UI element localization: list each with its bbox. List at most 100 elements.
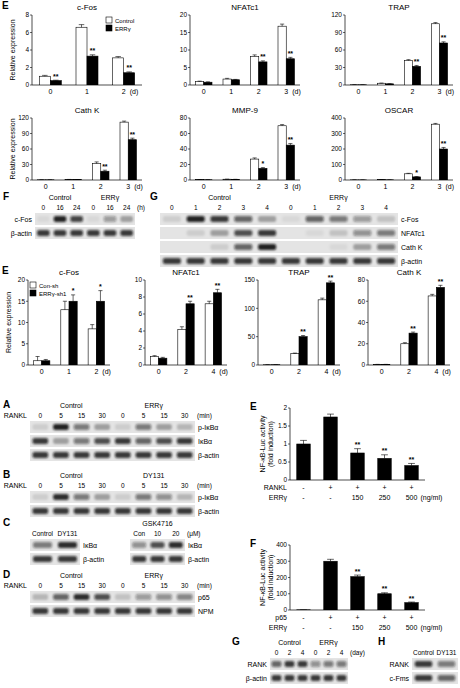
- error-bar: [381, 592, 388, 594]
- y-tick-label: 30: [335, 64, 343, 71]
- bar: [291, 354, 299, 365]
- group-label: DY131: [143, 472, 165, 479]
- band: [311, 675, 321, 681]
- bar: [350, 84, 358, 85]
- group-label: ERRγ: [101, 194, 120, 202]
- chart: 00.511.52NF-κB-Luc activity(fold inducti…: [250, 401, 442, 502]
- bar: [382, 364, 390, 365]
- y-tick-label: 8: [138, 293, 142, 300]
- band: [120, 230, 133, 236]
- lane-label: 4: [384, 204, 388, 211]
- blot: BControlDY131051530051530RANKL(min)p-IκB…: [3, 469, 219, 517]
- band: [353, 258, 371, 264]
- band: [329, 216, 347, 222]
- error-bar: [90, 325, 94, 329]
- row-label: p65: [198, 594, 210, 602]
- bar: [405, 466, 419, 480]
- y-tick: [343, 118, 345, 119]
- error-bar: [288, 57, 292, 58]
- error-bar: [352, 179, 356, 180]
- band: [353, 216, 371, 222]
- y-tick: [30, 149, 32, 150]
- y-tick: [366, 301, 368, 302]
- y-tick: [343, 164, 345, 165]
- band: [415, 661, 432, 667]
- x-tick-label: 4: [324, 368, 328, 375]
- error-bar: [274, 364, 278, 365]
- lane-label: 5: [59, 482, 63, 489]
- y-tick-label: 5: [183, 64, 187, 71]
- y-tick-label: 1: [283, 440, 287, 447]
- y-tick-label: 0: [183, 81, 187, 88]
- y-tick: [343, 67, 345, 68]
- error-bar: [261, 167, 265, 169]
- bar: [359, 84, 367, 85]
- bar: [205, 304, 213, 365]
- x-tick-label: 0: [44, 183, 48, 190]
- error-bar: [198, 81, 202, 82]
- band: [311, 661, 321, 667]
- blot-strip: [35, 227, 135, 239]
- lane-title: RANKL: [4, 582, 27, 589]
- band: [136, 608, 152, 614]
- band: [120, 216, 133, 222]
- error-bar: [225, 78, 229, 80]
- error-bar: [206, 179, 210, 180]
- row-label: RANK: [390, 661, 410, 668]
- lane-label: 0: [39, 412, 43, 419]
- band: [187, 216, 205, 222]
- x-axis-label: (d): [134, 183, 143, 191]
- blot: GSK4716Con1020(μM)IκBαβ-actin: [130, 520, 209, 565]
- lane-label: 30: [99, 412, 107, 419]
- chart-title: NFATc1: [231, 3, 259, 12]
- y-tick: [288, 444, 290, 445]
- bar: [377, 179, 385, 180]
- y-tick: [30, 133, 32, 134]
- bar: [440, 43, 448, 85]
- band: [324, 661, 334, 667]
- significance: **: [260, 53, 266, 60]
- x-tick-label: 3: [438, 88, 442, 95]
- x-axis-label: (d): [332, 368, 341, 376]
- bar: [69, 301, 77, 365]
- blot: DControlERRγ051530051530RANKL(min)p65NPM: [3, 569, 214, 617]
- band: [53, 424, 69, 430]
- error-bar: [430, 294, 434, 296]
- y-tick: [343, 180, 345, 181]
- y-tick-label: 200: [331, 145, 342, 152]
- y-tick: [343, 133, 345, 134]
- band: [282, 230, 300, 236]
- row-label: β-actin: [83, 556, 104, 564]
- x-tick-label: 1: [384, 183, 388, 190]
- y-tick: [30, 67, 32, 68]
- legend-swatch: [30, 282, 36, 288]
- error-bar: [42, 75, 48, 77]
- significance: **: [102, 163, 108, 170]
- band: [306, 244, 324, 250]
- blot-strip: [30, 435, 195, 447]
- lane-label: 0: [121, 412, 125, 419]
- band: [285, 675, 295, 681]
- y-tick-label: 1.5: [278, 422, 287, 429]
- y-tick-label: 400: [331, 114, 342, 121]
- error-bar: [71, 295, 75, 301]
- background: [0, 0, 460, 688]
- y-tick: [188, 15, 190, 16]
- significance: **: [382, 447, 388, 454]
- bar: [124, 73, 135, 85]
- lane-label: 30: [99, 582, 107, 589]
- lane-unit: (min): [197, 412, 212, 420]
- y-tick-label: 60: [180, 130, 188, 137]
- band: [32, 424, 48, 430]
- error-bar: [126, 71, 132, 73]
- lane-label: Con: [133, 530, 145, 537]
- bar: [101, 171, 109, 180]
- bar: [377, 83, 385, 85]
- band: [53, 494, 69, 500]
- band: [136, 494, 152, 500]
- y-tick: [30, 85, 32, 86]
- x-tick-label: 2: [411, 183, 415, 190]
- condition-unit: (ng/ml): [421, 494, 443, 502]
- y-tick: [143, 331, 145, 332]
- band: [324, 675, 334, 681]
